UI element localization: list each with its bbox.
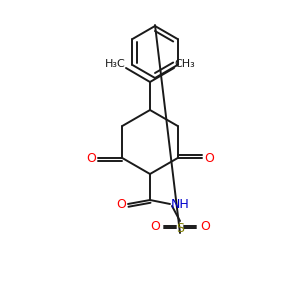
- Text: O: O: [150, 220, 160, 233]
- Text: NH: NH: [171, 199, 189, 212]
- Text: S: S: [176, 221, 184, 235]
- Text: CH₃: CH₃: [175, 59, 195, 69]
- Text: H₃C: H₃C: [105, 59, 125, 69]
- Text: O: O: [116, 199, 126, 212]
- Text: O: O: [204, 152, 214, 164]
- Text: O: O: [86, 152, 96, 164]
- Text: O: O: [200, 220, 210, 233]
